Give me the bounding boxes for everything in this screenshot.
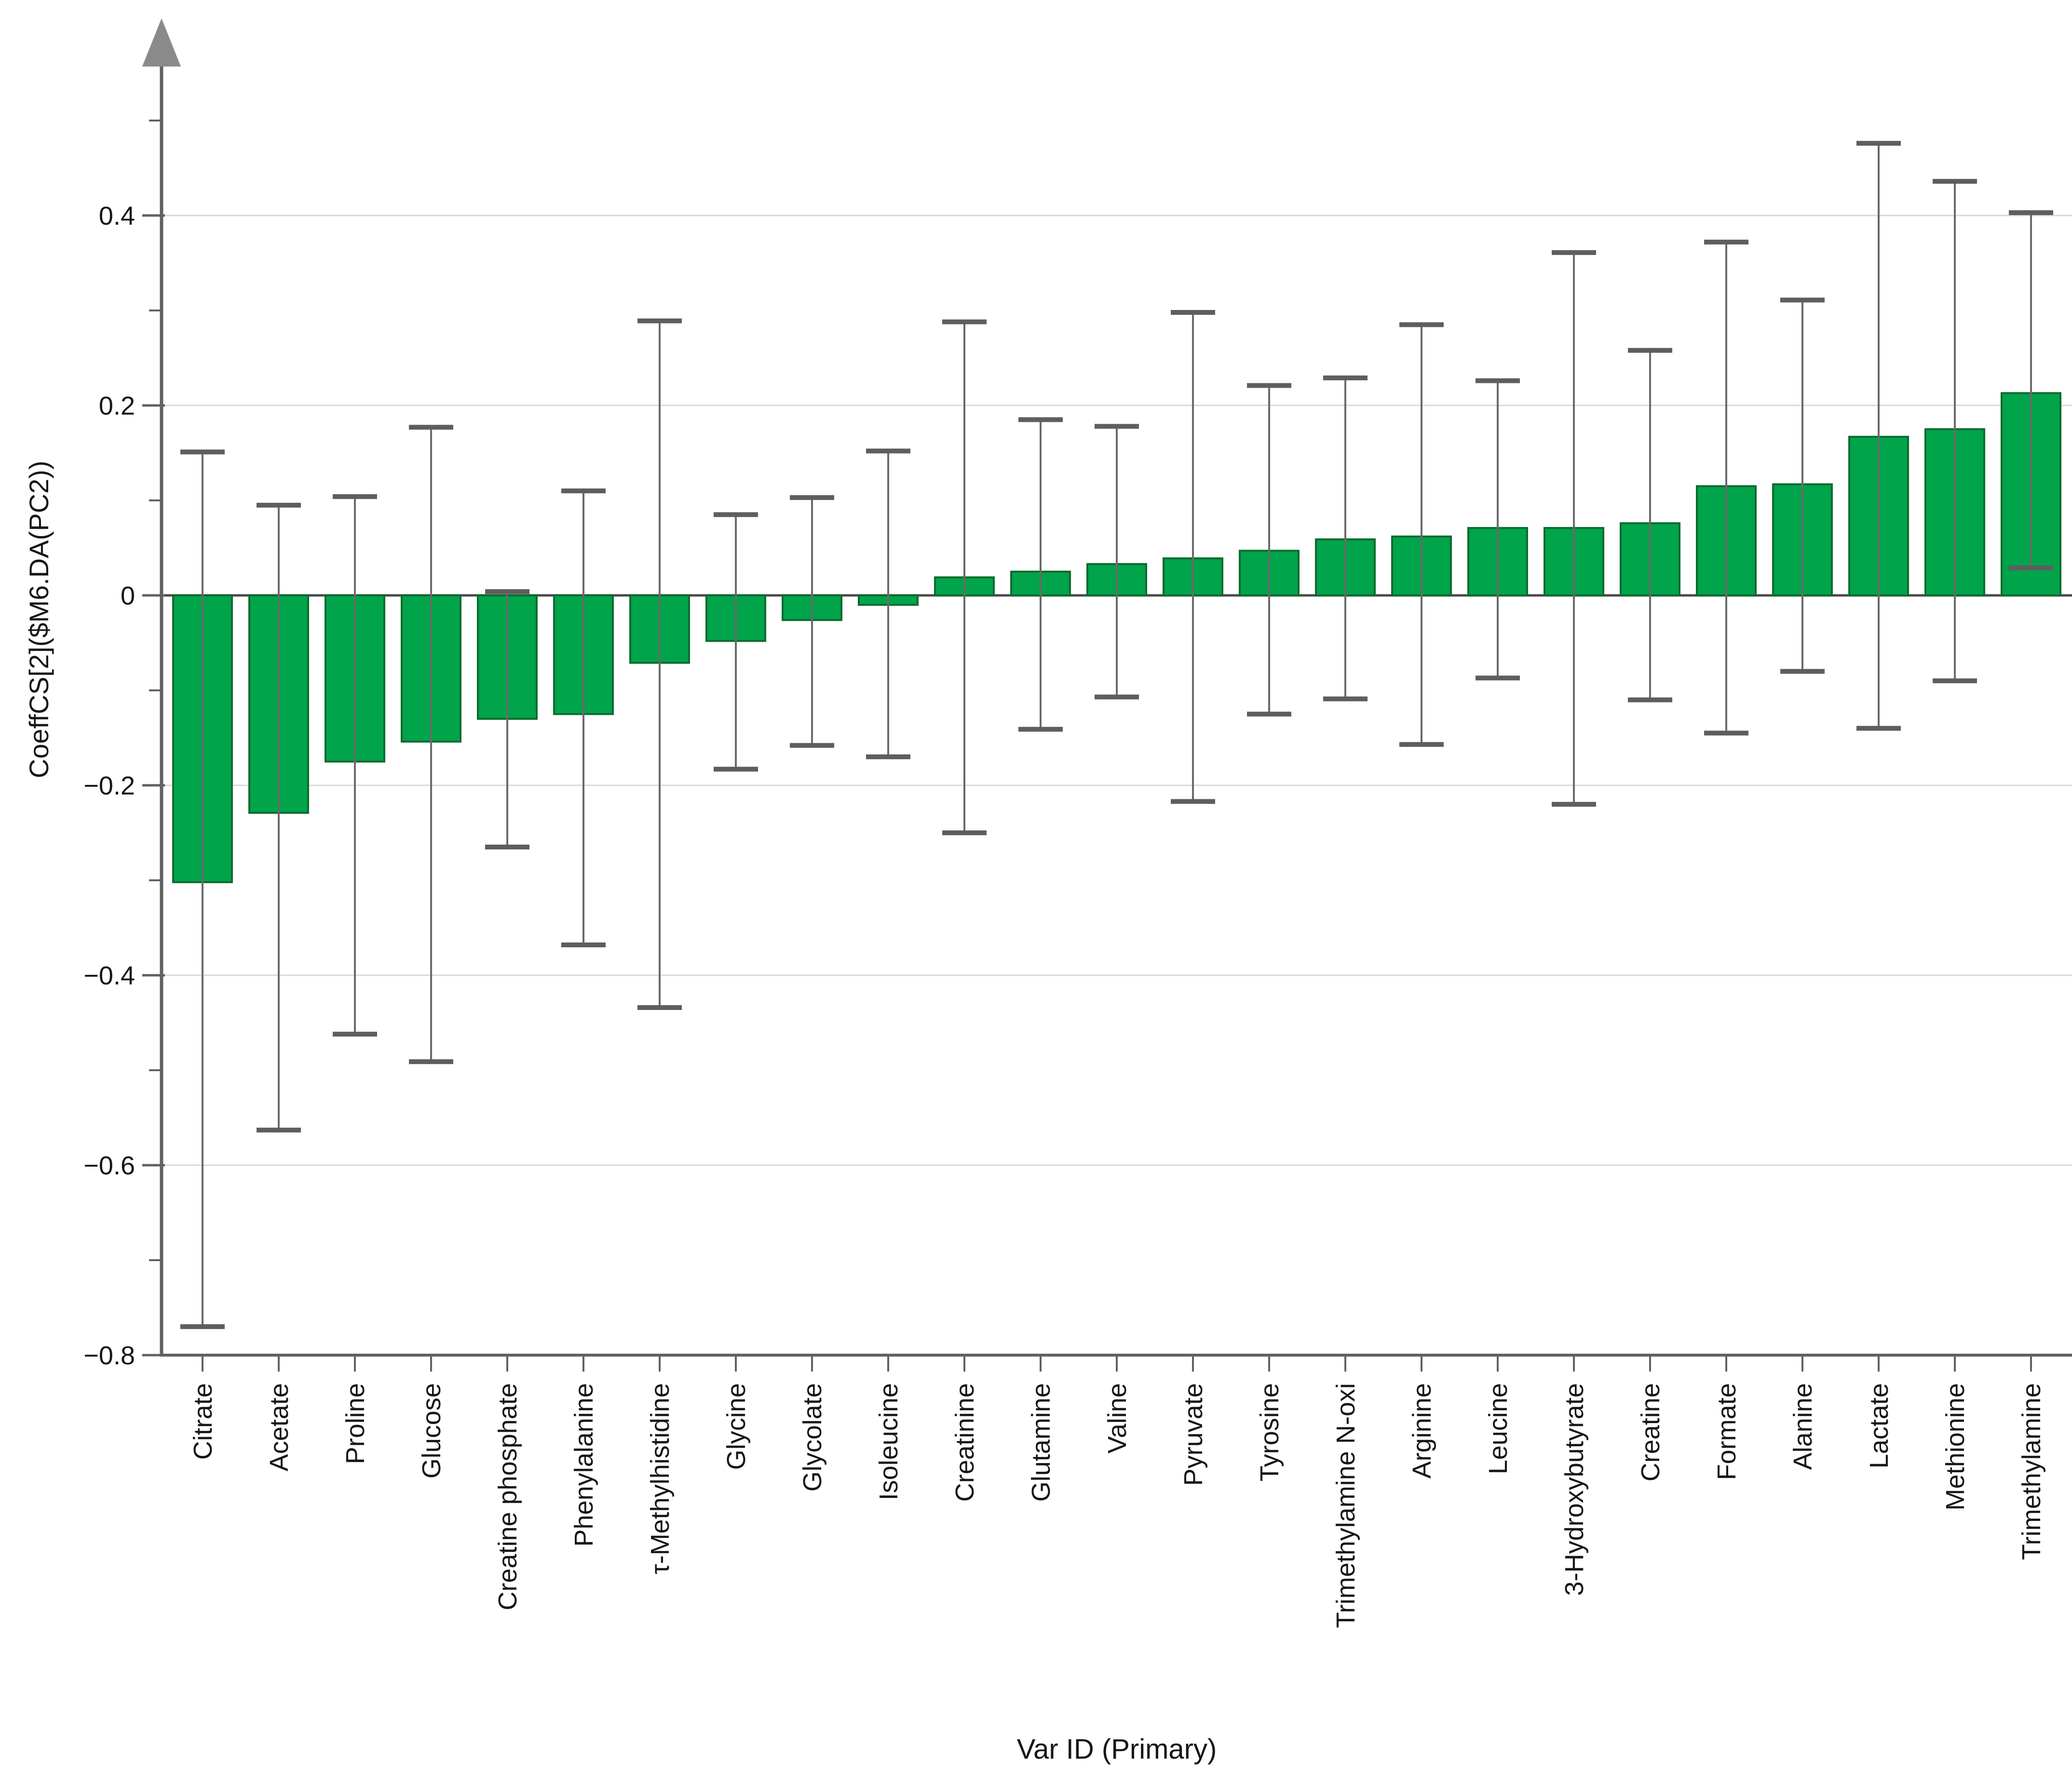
x-category-label: Alanine	[1788, 1383, 1817, 1470]
plot-area: 0.4 0.2 0 −0.2 −0.4 −0.6 −0.8 Citrate Acetate Pro…	[83, 18, 2072, 1628]
x-category-label: Trimethylamine	[2017, 1383, 2046, 1560]
y-axis-title: CoeffCS[2]($M6.DA(PC2))	[24, 461, 54, 779]
y-tick-label: 0	[121, 581, 135, 610]
x-category-label: τ-Methylhistidine	[646, 1383, 675, 1574]
y-tick-label: −0.6	[83, 1151, 135, 1180]
x-category-label: Lactate	[1865, 1383, 1894, 1468]
y-tick-label: −0.4	[83, 961, 135, 990]
y-tick-label: −0.8	[83, 1341, 135, 1370]
x-category-label: Creatine	[1636, 1383, 1665, 1481]
x-category-label: Formate	[1712, 1383, 1741, 1480]
x-category-label: Trimethylamine N-oxi	[1331, 1383, 1360, 1628]
x-category-label: Phenylalanine	[569, 1383, 598, 1547]
x-category-label: Glycolate	[798, 1383, 827, 1492]
x-category-label: Proline	[341, 1383, 370, 1464]
x-category-label: Acetate	[265, 1383, 294, 1471]
x-category-label: Leucine	[1484, 1383, 1513, 1474]
x-category-label: Methionine	[1941, 1383, 1970, 1510]
x-category-label: Glycine	[722, 1383, 751, 1470]
x-category-label: Citrate	[189, 1383, 217, 1460]
x-category-label: Arginine	[1408, 1383, 1436, 1479]
x-category-label: Glutamine	[1027, 1383, 1056, 1502]
y-axis-arrow-icon	[142, 18, 181, 67]
x-category-label: Creatine phosphate	[493, 1383, 522, 1610]
x-category-label: Isoleucine	[874, 1383, 903, 1500]
x-category-label: Pyruvate	[1179, 1383, 1208, 1486]
x-category-label: Valine	[1103, 1383, 1132, 1453]
x-axis-title: Var ID (Primary)	[1017, 1734, 1217, 1765]
y-tick-label: 0.2	[99, 391, 135, 420]
x-category-label: Glucose	[417, 1383, 446, 1479]
y-tick-label: 0.4	[99, 202, 135, 230]
y-tick-label: −0.2	[83, 771, 135, 800]
x-category-label: 3-Hydroxybutyrate	[1560, 1383, 1589, 1596]
x-category-label: Tyrosine	[1255, 1383, 1284, 1481]
x-category-label: Creatinine	[950, 1383, 979, 1502]
